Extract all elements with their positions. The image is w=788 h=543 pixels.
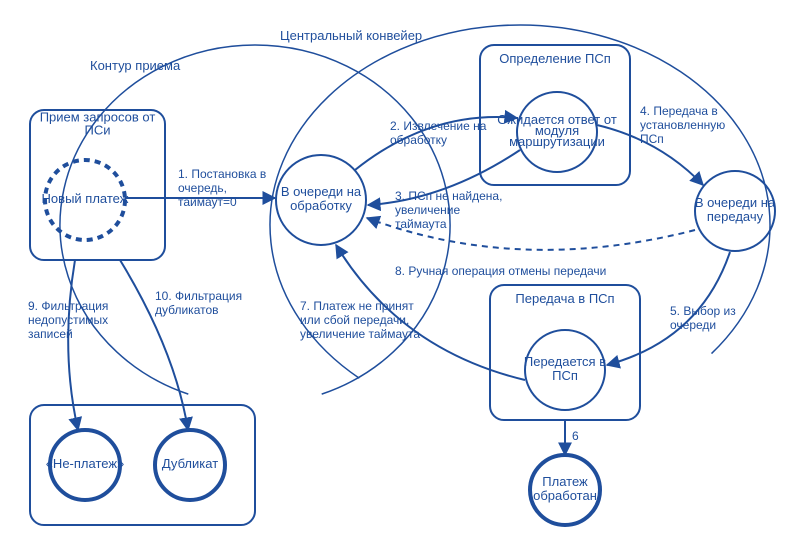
state-queueSend-label-line: В очереди на <box>695 195 776 210</box>
edge-3-label: 3. ПСп не найдена, <box>395 189 502 203</box>
conveyor-title: Центральный конвейер <box>280 28 422 43</box>
state-done-label-line: Платеж <box>542 474 588 489</box>
edge-10-label: дубликатов <box>155 303 219 317</box>
edge-1-label: таймаут=0 <box>178 195 237 209</box>
state-dup-label-line: Дубликат <box>162 456 218 471</box>
edge-7-label: 7. Платеж не принят <box>300 299 414 313</box>
edge-3-label: таймаута <box>395 217 447 231</box>
edge-4-label: установленную <box>640 118 725 132</box>
box-psp_detect-title-line: Определение ПСп <box>499 51 611 66</box>
state-done-label-line: обработан <box>533 488 597 503</box>
state-queueProc-label-line: В очереди на <box>281 184 362 199</box>
edge-2-label: обработку <box>390 133 447 147</box>
edge-9-label: 9. Фильтрация <box>28 299 108 313</box>
intake-arc <box>60 45 450 394</box>
edge-1-label: 1. Постановка в <box>178 167 266 181</box>
edge-8-label: 8. Ручная операция отмены передачи <box>395 264 606 278</box>
state-notPay-label-line: «Не-платеж» <box>46 456 125 471</box>
state-waitRoute-label-line: маршрутизации <box>509 134 605 149</box>
edge-2-label: 2. Извлечение на <box>390 119 487 133</box>
edge-4-label: ПСп <box>640 132 664 146</box>
edge-3-label: увеличение <box>395 203 460 217</box>
state-queueSend-label-line: передачу <box>707 209 764 224</box>
state-new-label-line: Новый платеж <box>42 191 129 206</box>
edge-4-label: 4. Передача в <box>640 104 718 118</box>
box-psp_send-title-line: Передача в ПСп <box>515 291 614 306</box>
edge-9-label: недопустимых <box>28 313 108 327</box>
edge-1-label: очередь, <box>178 181 227 195</box>
edge-5-label: очереди <box>670 318 716 332</box>
box-requests-title-line: ПСи <box>85 123 111 138</box>
state-sending-label-line: Передается в <box>524 354 606 369</box>
state-sending-label-line: ПСп <box>552 368 578 383</box>
edge-6-label: 6 <box>572 429 579 443</box>
edge-7-label: увеличение таймаута <box>300 327 420 341</box>
edge-5-label: 5. Выбор из <box>670 304 736 318</box>
edge-9-label: записей <box>28 327 73 341</box>
intake-title: Контур приема <box>90 58 181 73</box>
edge-7-label: или сбой передачи, <box>300 313 409 327</box>
state-queueProc-label-line: обработку <box>290 198 352 213</box>
edge-10-label: 10. Фильтрация <box>155 289 242 303</box>
